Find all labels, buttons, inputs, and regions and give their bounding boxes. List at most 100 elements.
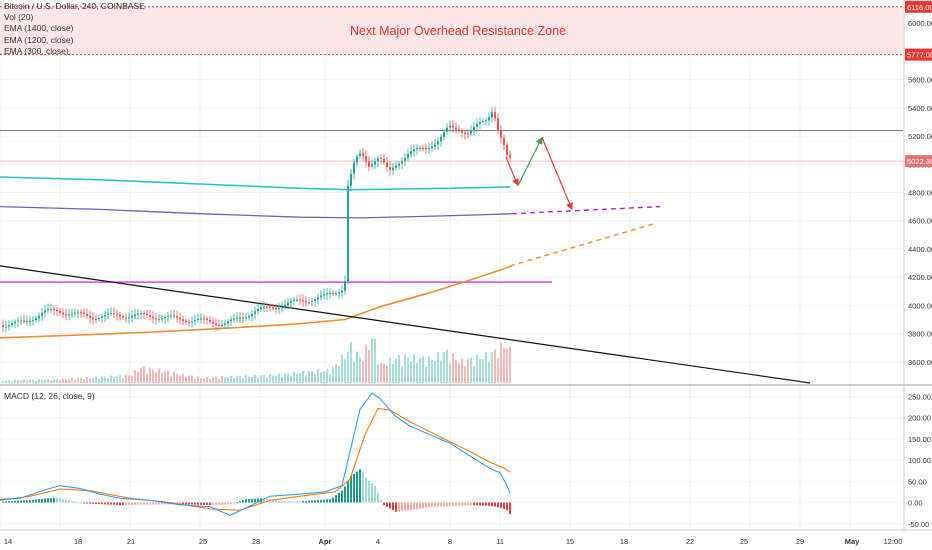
candle-body xyxy=(71,313,73,315)
macd-histogram-bar xyxy=(26,500,28,503)
macd-tick-label: 0.00 xyxy=(908,499,923,508)
volume-bar xyxy=(149,367,151,383)
volume-bar xyxy=(56,379,58,383)
volume-bar xyxy=(32,379,34,383)
macd-histogram-bar xyxy=(461,502,463,506)
volume-bar xyxy=(488,362,490,383)
volume-bar xyxy=(254,374,256,383)
volume-bar xyxy=(80,377,82,383)
volume-bar xyxy=(350,342,352,383)
candle-body xyxy=(293,299,295,301)
candle-body xyxy=(320,295,322,298)
macd-histogram-bar xyxy=(386,502,388,507)
macd-histogram-bar xyxy=(41,498,43,503)
candle-body xyxy=(311,301,313,303)
macd-histogram-bar xyxy=(62,499,64,503)
macd-histogram-bar xyxy=(200,502,202,505)
candle-body xyxy=(464,132,466,134)
candle-body xyxy=(113,313,115,315)
macd-histogram-bar xyxy=(113,502,115,505)
candle-body xyxy=(227,321,229,324)
candle-body xyxy=(374,161,376,165)
candle-body xyxy=(47,309,49,311)
candle-body xyxy=(185,320,187,322)
volume-bar xyxy=(323,371,325,383)
candle-body xyxy=(428,148,430,150)
volume-bar xyxy=(158,368,160,383)
volume-bar xyxy=(68,379,70,383)
volume-bar xyxy=(239,375,241,383)
macd-histogram-bar xyxy=(185,502,187,505)
volume-bar xyxy=(221,376,223,383)
candle-body xyxy=(284,304,286,307)
volume-bar xyxy=(302,370,304,383)
candle-body xyxy=(389,167,391,170)
price-tick-label: 4800.00 xyxy=(908,189,932,198)
macd-tick-label: 200.00 xyxy=(908,414,931,423)
candle-body xyxy=(188,321,190,323)
macd-histogram-bar xyxy=(326,499,328,503)
volume-bar xyxy=(200,377,202,383)
volume-bar xyxy=(461,358,463,383)
macd-histogram-bar xyxy=(482,502,484,506)
candle-body xyxy=(449,125,451,128)
candle-body xyxy=(440,136,442,142)
candle-body xyxy=(455,127,457,130)
x-tick-label: 29 xyxy=(796,537,804,546)
candle-body xyxy=(503,137,505,145)
macd-histogram-bar xyxy=(323,499,325,503)
macd-histogram-bar xyxy=(242,500,244,503)
volume-bar xyxy=(506,348,508,383)
x-tick-label: 18 xyxy=(620,537,628,546)
macd-histogram-bar xyxy=(449,502,451,506)
price-tick-label: 4600.00 xyxy=(908,217,932,226)
x-tick-label: 21 xyxy=(127,537,135,546)
resistance-zone xyxy=(0,6,903,55)
macd-histogram-bar xyxy=(155,502,157,505)
volume-bar xyxy=(23,379,25,383)
volume-bar xyxy=(293,371,295,383)
macd-histogram-bar xyxy=(20,500,22,503)
volume-bar xyxy=(356,351,358,383)
volume-bar xyxy=(104,376,106,383)
macd-histogram-bar xyxy=(389,502,391,509)
macd-histogram-bar xyxy=(65,499,67,503)
volume-bar xyxy=(374,338,376,383)
volume-bar xyxy=(329,374,331,383)
macd-histogram-bar xyxy=(23,500,25,503)
macd-histogram-bar xyxy=(29,500,31,503)
candle-body xyxy=(404,157,406,162)
macd-histogram-bar xyxy=(221,502,223,505)
volume-bar xyxy=(320,372,322,383)
candle-body xyxy=(62,312,64,315)
macd-histogram-bar xyxy=(359,469,361,503)
volume-bar xyxy=(95,376,97,383)
macd-histogram-bar xyxy=(497,502,499,508)
candle-body xyxy=(326,293,328,295)
macd-histogram-bar xyxy=(119,502,121,506)
candle-body xyxy=(275,308,277,310)
macd-histogram-bar xyxy=(428,502,430,508)
candle-body xyxy=(194,320,196,322)
macd-main-line xyxy=(0,392,511,516)
volume-bar xyxy=(29,379,31,383)
volume-bar xyxy=(428,356,430,383)
purple-projection-line xyxy=(511,205,661,215)
macd-histogram-bar xyxy=(59,498,61,503)
volume-bar xyxy=(188,375,190,383)
volume-bar xyxy=(14,379,16,383)
macd-histogram-bar xyxy=(227,502,229,505)
volume-bar xyxy=(266,377,268,383)
candle-body xyxy=(104,314,106,317)
candle-body xyxy=(392,167,394,170)
candle-body xyxy=(344,281,346,291)
candle-body xyxy=(485,120,487,122)
volume-bar xyxy=(272,375,274,383)
volume-bar xyxy=(434,360,436,383)
candle-body xyxy=(368,161,370,167)
macd-histogram-bar xyxy=(368,480,370,503)
macd-histogram-bar xyxy=(446,502,448,507)
volume-bar xyxy=(65,379,67,383)
candle-body xyxy=(383,158,385,163)
